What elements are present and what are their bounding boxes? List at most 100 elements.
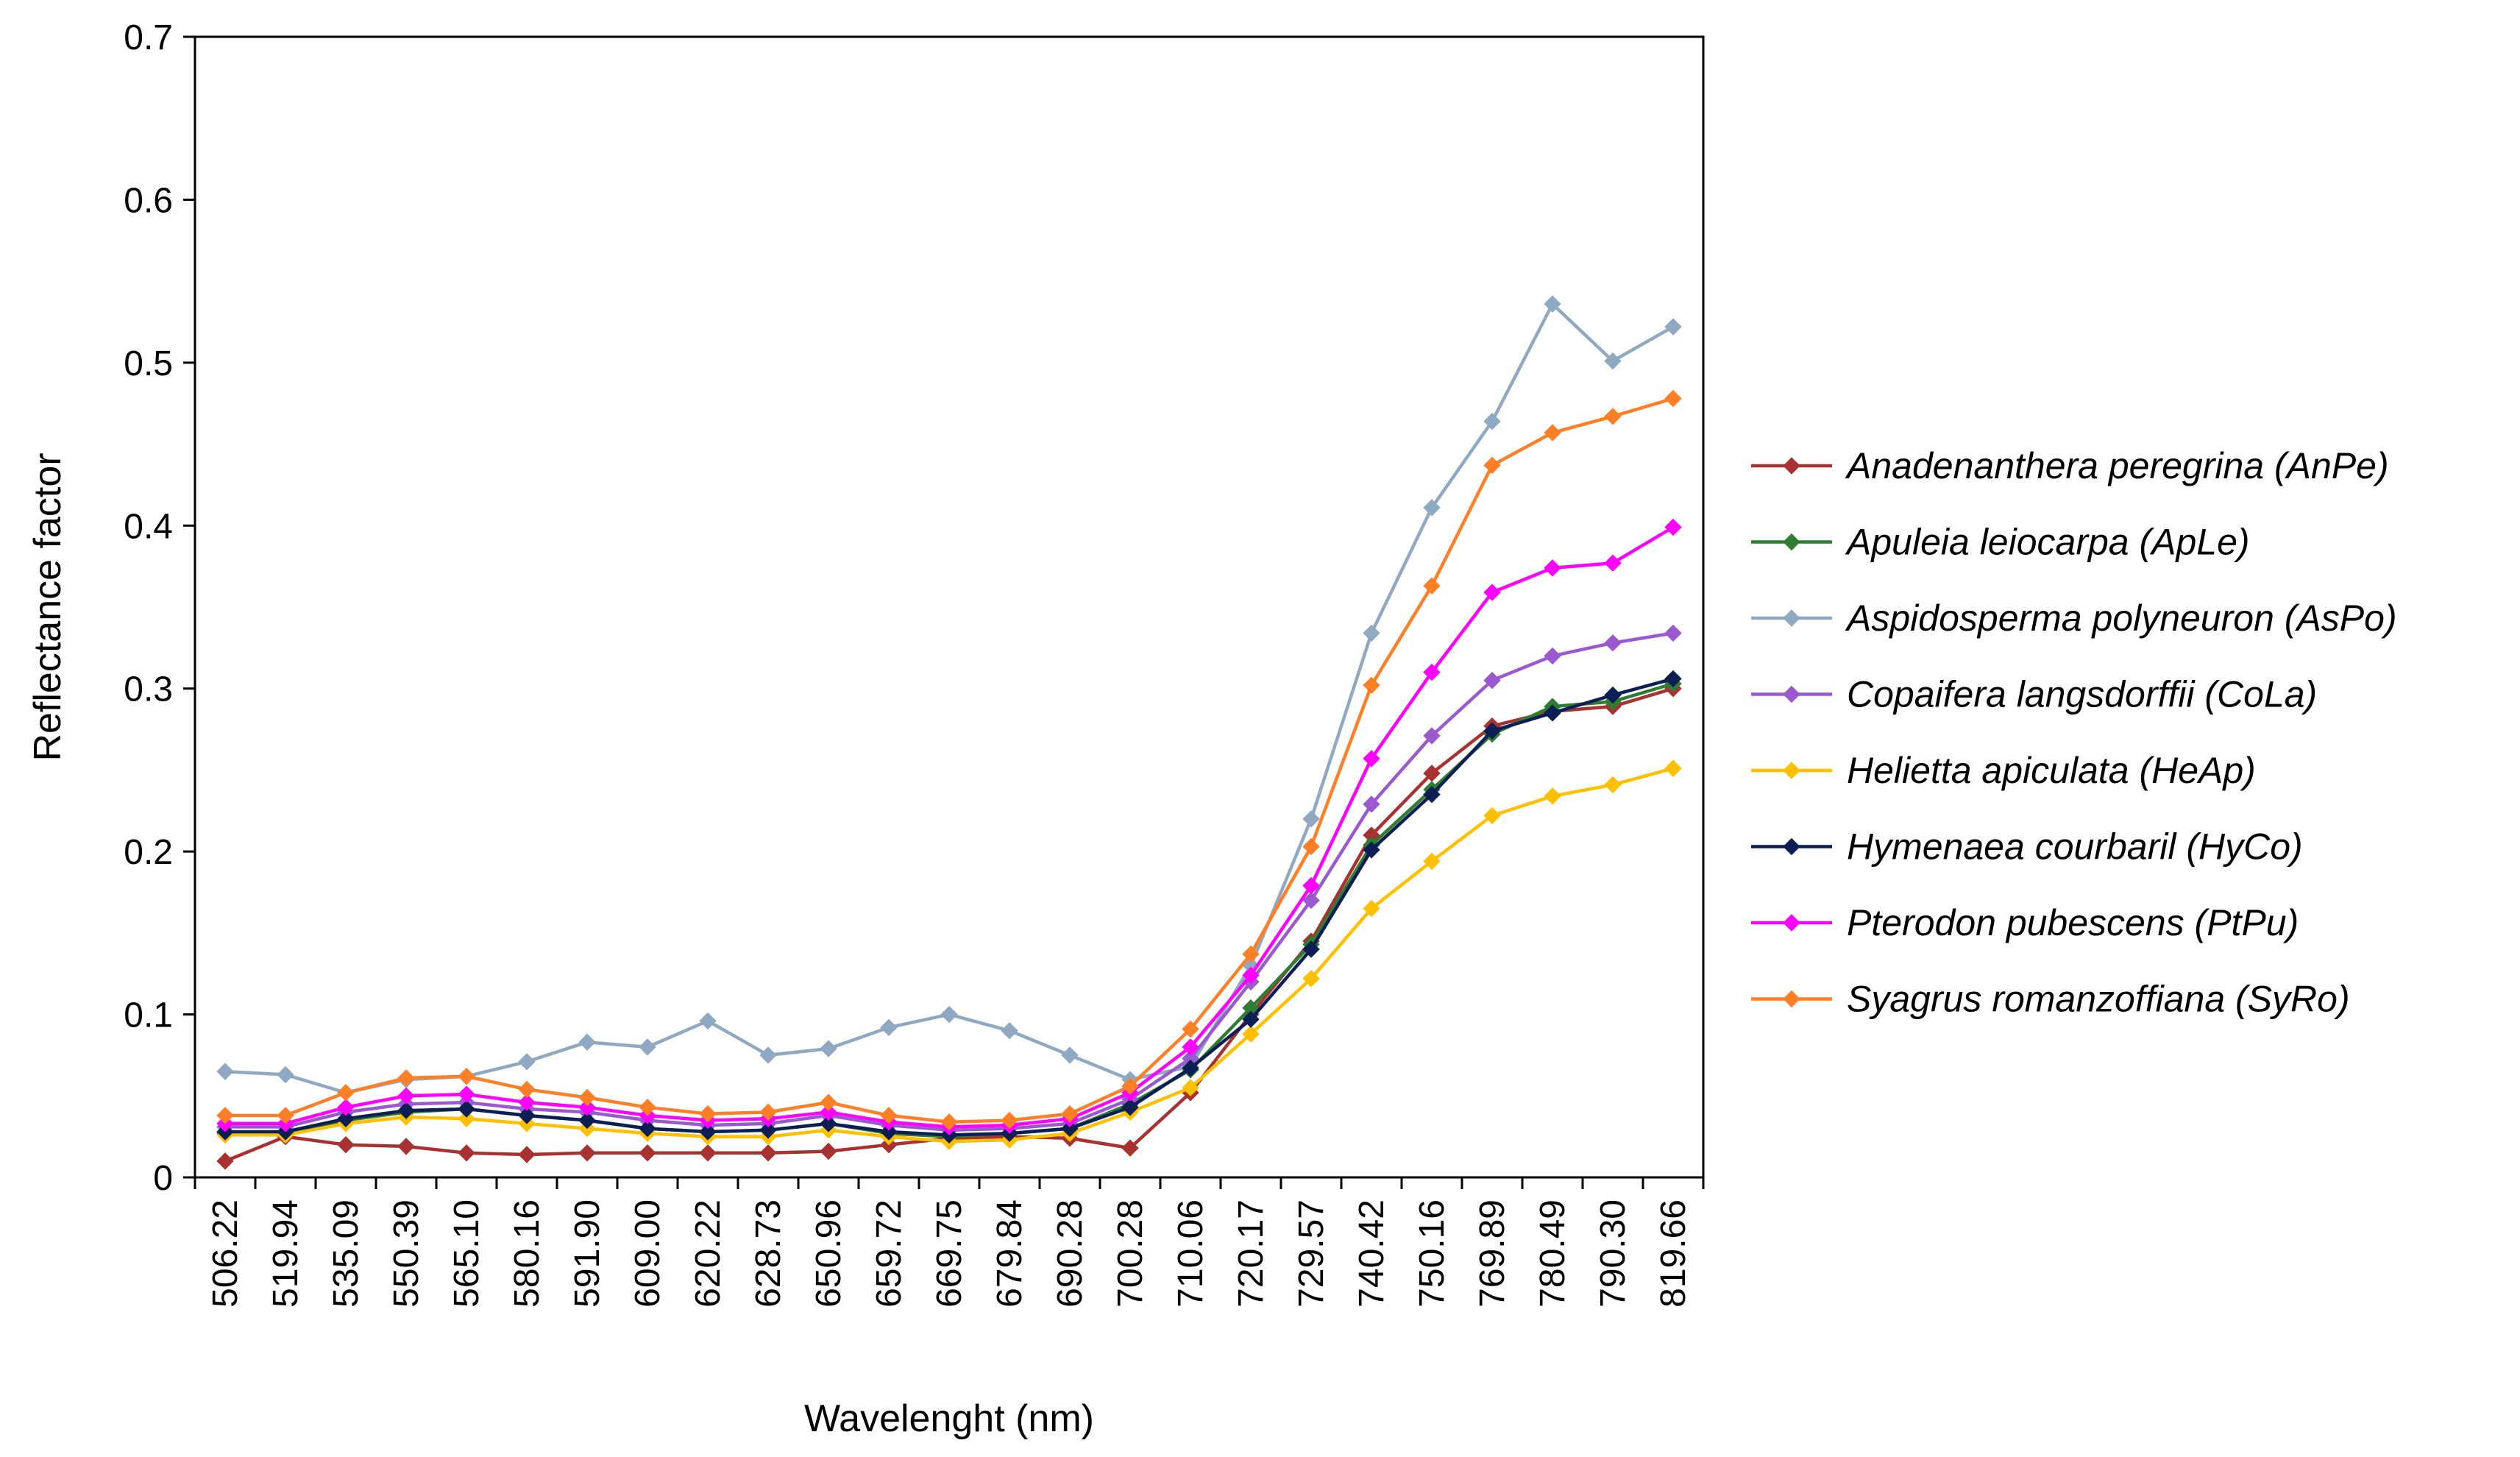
data-point [1604, 634, 1622, 652]
data-point [1423, 727, 1441, 745]
data-point [1363, 899, 1380, 918]
x-tick-label: 580.16 [508, 1199, 547, 1308]
y-axis: 0 0.1 0.2 0.3 0.4 0.5 0.6 0.7 [124, 18, 195, 1198]
data-point [1061, 1046, 1079, 1064]
data-point [759, 1121, 777, 1139]
legend-label: Aspidosperma polyneuron (AsPo) [1845, 598, 2397, 639]
data-point [518, 1107, 536, 1124]
data-point [1423, 663, 1441, 681]
data-point [880, 1018, 898, 1036]
x-tick-label: 609.00 [628, 1199, 667, 1308]
data-point [1182, 1059, 1199, 1077]
x-tick-label: 720.17 [1232, 1199, 1271, 1308]
data-point [1664, 518, 1682, 536]
data-point [1604, 554, 1622, 572]
legend-marker [1783, 457, 1800, 475]
x-tick-label: 710.06 [1171, 1199, 1210, 1308]
data-point [1483, 456, 1501, 475]
data-point [1544, 704, 1561, 722]
data-point [1001, 1111, 1018, 1130]
data-point [1302, 810, 1320, 828]
legend-entry: Aspidosperma polyneuron (AsPo) [1751, 598, 2397, 639]
legend-marker [1783, 914, 1800, 932]
data-point [518, 1053, 536, 1071]
data-point [699, 1144, 717, 1162]
data-point [578, 1099, 596, 1116]
data-point [1544, 559, 1561, 577]
x-tick-label: 740.42 [1352, 1199, 1391, 1308]
x-tick-label: 506.22 [206, 1199, 245, 1308]
data-point [397, 1087, 415, 1105]
legend-entry: Anadenanthera peregrina (AnPe) [1751, 445, 2389, 486]
data-point [1483, 584, 1501, 601]
data-point [216, 1107, 234, 1124]
data-point [639, 1099, 656, 1116]
data-point [1363, 750, 1380, 768]
y-tick-label: 0.6 [124, 181, 173, 220]
data-point [1061, 1119, 1079, 1138]
data-point [1544, 295, 1561, 313]
data-point [699, 1012, 717, 1030]
legend-marker [1783, 533, 1800, 551]
x-tick-label: 535.09 [327, 1199, 366, 1308]
data-point [1302, 970, 1320, 988]
data-point [759, 1144, 777, 1162]
data-point [1302, 876, 1320, 895]
data-point [639, 1144, 656, 1162]
legend-label: Syagrus romanzoffiana (SyRo) [1847, 979, 2350, 1020]
data-point [820, 1115, 837, 1132]
data-point [1664, 624, 1682, 642]
x-tick-label: 750.16 [1413, 1199, 1452, 1308]
data-point [458, 1144, 475, 1162]
data-point [1664, 318, 1682, 336]
data-point [216, 1063, 234, 1080]
legend-label: Copaifera langsdorffii (CoLa) [1847, 674, 2317, 715]
data-point [1423, 499, 1441, 517]
chart-legend: Anadenanthera peregrina (AnPe) Apuleia le… [1751, 445, 2397, 1020]
y-tick-label: 0.3 [124, 670, 173, 709]
x-tick-label: 679.84 [990, 1199, 1029, 1308]
x-tick-label: 659.72 [870, 1199, 909, 1308]
data-point [1483, 807, 1501, 825]
data-point [1121, 1077, 1139, 1095]
data-point [337, 1099, 355, 1116]
data-point [940, 1113, 958, 1131]
series-8 [216, 389, 1682, 1131]
y-tick-label: 0 [153, 1159, 173, 1198]
data-point [518, 1093, 536, 1111]
data-point [880, 1123, 898, 1141]
data-point [1604, 776, 1622, 794]
x-tick-label: 729.57 [1292, 1199, 1331, 1308]
data-point [1664, 670, 1682, 688]
data-point [1182, 1020, 1199, 1038]
x-tick-label: 650.96 [809, 1199, 848, 1308]
legend-entry: Hymenaea courbaril (HyCo) [1751, 826, 2303, 868]
x-tick-label: 550.39 [387, 1199, 426, 1308]
data-point [458, 1100, 475, 1118]
data-point [1363, 841, 1380, 859]
y-tick-label: 0.2 [124, 833, 173, 872]
legend-marker [1783, 762, 1800, 779]
x-tick-label: 669.75 [930, 1199, 969, 1308]
data-point [1544, 424, 1561, 442]
data-point [1604, 352, 1622, 370]
legend-entry: Syagrus romanzoffiana (SyRo) [1751, 979, 2350, 1020]
x-tick-label: 790.30 [1594, 1199, 1633, 1308]
data-point [1483, 722, 1501, 740]
legend-label: Pterodon pubescens (PtPu) [1847, 902, 2299, 943]
data-point [820, 1093, 837, 1111]
data-point [1302, 940, 1320, 958]
y-tick-label: 0.1 [124, 996, 173, 1035]
data-point [337, 1110, 355, 1127]
data-point [1483, 412, 1501, 430]
x-tick-label: 819.66 [1654, 1199, 1693, 1308]
data-point [518, 1080, 536, 1099]
data-point [1423, 852, 1441, 871]
data-point [518, 1146, 536, 1163]
data-point [578, 1088, 596, 1107]
legend-label: Anadenanthera peregrina (AnPe) [1845, 445, 2389, 486]
x-axis: 506.22 519.94 535.09 550.39 565.10 580.16 591.… [194, 1177, 1705, 1308]
legend-marker [1783, 837, 1800, 856]
data-point [1182, 1079, 1199, 1096]
